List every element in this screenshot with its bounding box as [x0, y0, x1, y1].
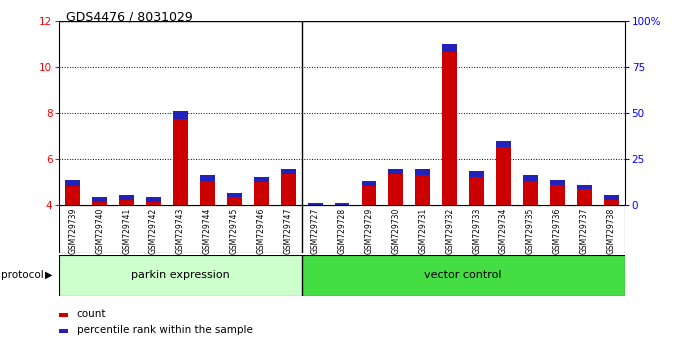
Bar	[254, 177, 269, 182]
Bar	[227, 193, 242, 197]
Bar	[302, 255, 625, 296]
Bar	[146, 197, 161, 205]
Text: GSM729747: GSM729747	[283, 208, 292, 254]
Bar	[254, 177, 269, 205]
Bar	[173, 111, 188, 119]
Bar	[443, 44, 457, 52]
Text: GSM729740: GSM729740	[95, 208, 104, 254]
Text: GSM729730: GSM729730	[392, 208, 401, 254]
Bar	[92, 197, 107, 202]
Bar	[59, 255, 302, 296]
Bar	[92, 197, 107, 205]
Bar	[362, 181, 376, 186]
Text: GSM729746: GSM729746	[257, 208, 266, 254]
Bar	[604, 195, 618, 200]
Bar	[415, 169, 430, 205]
Text: GSM729733: GSM729733	[472, 208, 481, 254]
Bar	[334, 203, 350, 205]
Text: GSM729739: GSM729739	[68, 208, 77, 254]
Bar	[443, 44, 457, 205]
Text: parkin expression: parkin expression	[131, 270, 230, 280]
Bar	[119, 195, 134, 200]
Bar	[66, 180, 80, 186]
Bar	[227, 193, 242, 205]
Text: GSM729729: GSM729729	[364, 208, 373, 254]
Bar	[146, 197, 161, 202]
Text: GSM729742: GSM729742	[149, 208, 158, 254]
Bar	[308, 203, 322, 205]
Text: count: count	[77, 309, 106, 319]
Bar	[550, 180, 565, 205]
Text: GSM729741: GSM729741	[122, 208, 131, 254]
Text: GSM729728: GSM729728	[338, 208, 346, 254]
Bar	[281, 169, 295, 205]
Text: GSM729744: GSM729744	[203, 208, 212, 254]
Text: GSM729745: GSM729745	[230, 208, 239, 254]
Bar	[334, 203, 350, 207]
Text: GSM729738: GSM729738	[607, 208, 616, 254]
Bar	[200, 175, 215, 181]
Bar	[550, 180, 565, 185]
Text: protocol: protocol	[1, 270, 44, 280]
Bar	[389, 169, 403, 205]
Text: GSM729735: GSM729735	[526, 208, 535, 254]
Text: vector control: vector control	[424, 270, 502, 280]
Text: percentile rank within the sample: percentile rank within the sample	[77, 325, 253, 335]
Bar	[308, 203, 322, 207]
Bar	[577, 185, 592, 189]
Bar	[281, 169, 295, 173]
Text: GSM729743: GSM729743	[176, 208, 185, 254]
Text: GDS4476 / 8031029: GDS4476 / 8031029	[66, 11, 193, 24]
Bar	[389, 169, 403, 173]
Bar	[496, 141, 511, 205]
Text: GSM729732: GSM729732	[445, 208, 454, 254]
Bar	[173, 111, 188, 205]
Bar	[496, 141, 511, 147]
Bar	[604, 195, 618, 205]
Bar	[415, 169, 430, 175]
Text: GSM729731: GSM729731	[418, 208, 427, 254]
Text: ▶: ▶	[45, 270, 52, 280]
Bar	[66, 180, 80, 205]
Text: GSM729727: GSM729727	[311, 208, 320, 254]
Text: GSM729734: GSM729734	[499, 208, 508, 254]
Bar	[469, 171, 484, 177]
Bar	[523, 175, 538, 181]
Bar	[362, 181, 376, 205]
Text: GSM729737: GSM729737	[580, 208, 589, 254]
Bar	[469, 171, 484, 205]
Bar	[200, 176, 215, 205]
Text: GSM729736: GSM729736	[553, 208, 562, 254]
Bar	[523, 176, 538, 205]
Bar	[119, 195, 134, 205]
Bar	[577, 185, 592, 205]
